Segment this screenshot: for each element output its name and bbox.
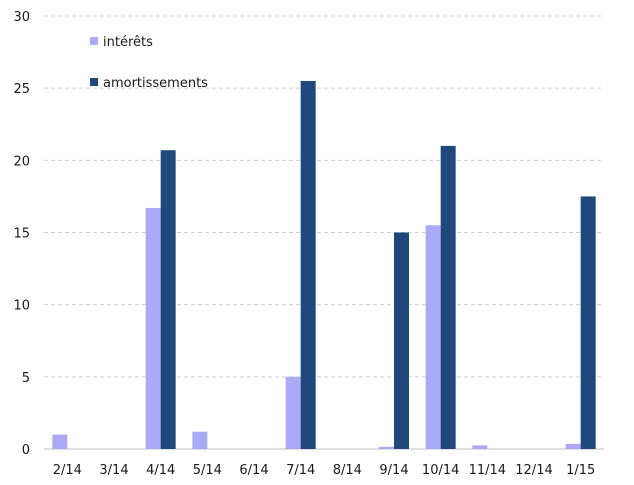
x-tick-label-11-14: 11/14 <box>469 463 506 478</box>
bar-interets-7-14 <box>285 376 301 449</box>
x-tick-label-1-15: 1/15 <box>566 463 595 478</box>
x-tick-label-5-14: 5/14 <box>193 463 222 478</box>
y-tick-label-30: 30 <box>13 10 30 25</box>
bar-interets-5-14 <box>192 431 208 449</box>
x-tick-label-2-14: 2/14 <box>53 463 82 478</box>
y-tick-label-25: 25 <box>13 82 30 97</box>
y-tick-label-10: 10 <box>13 299 30 314</box>
bar-interets-2-14 <box>52 434 68 449</box>
bar-interets-9-14 <box>379 446 394 449</box>
x-tick-label-6-14: 6/14 <box>239 463 268 478</box>
y-tick-label-20: 20 <box>13 154 30 169</box>
bar-amortissements-9-14 <box>394 232 409 449</box>
x-tick-label-10-14: 10/14 <box>422 463 459 478</box>
y-tick-label-15: 15 <box>13 227 30 242</box>
y-tick-label-5: 5 <box>22 371 30 386</box>
legend-label-interets: intérêts <box>103 35 153 50</box>
x-tick-label-4-14: 4/14 <box>146 463 175 478</box>
legend-swatch-amortissements <box>90 78 98 86</box>
bar-interets-11-14 <box>472 445 488 449</box>
legend: intérêts amortissements <box>90 35 208 91</box>
gridlines <box>44 15 604 450</box>
bar-amortissements-4-14 <box>160 150 176 450</box>
bar-amortissements-10-14 <box>440 145 456 449</box>
x-tick-label-12-14: 12/14 <box>515 463 552 478</box>
x-tick-label-7-14: 7/14 <box>286 463 315 478</box>
x-tick-label-9-14: 9/14 <box>379 463 408 478</box>
y-tick-label-0: 0 <box>22 443 30 458</box>
bars <box>52 80 596 450</box>
y-axis-ticks: 0 5 10 15 20 25 30 <box>13 10 30 458</box>
legend-label-amortissements: amortissements <box>103 76 208 91</box>
bar-interets-10-14 <box>425 225 441 449</box>
bar-interets-1-15 <box>565 443 581 449</box>
bar-amortissements-7-14 <box>300 80 316 449</box>
x-axis-ticks: 2/14 3/14 4/14 5/14 6/14 7/14 8/14 9/14 10/14 11/… <box>53 463 596 478</box>
bar-interets-4-14 <box>145 207 161 449</box>
x-tick-label-3-14: 3/14 <box>99 463 128 478</box>
x-tick-label-8-14: 8/14 <box>333 463 362 478</box>
legend-swatch-interets <box>90 37 98 45</box>
bar-amortissements-1-15 <box>580 196 596 449</box>
